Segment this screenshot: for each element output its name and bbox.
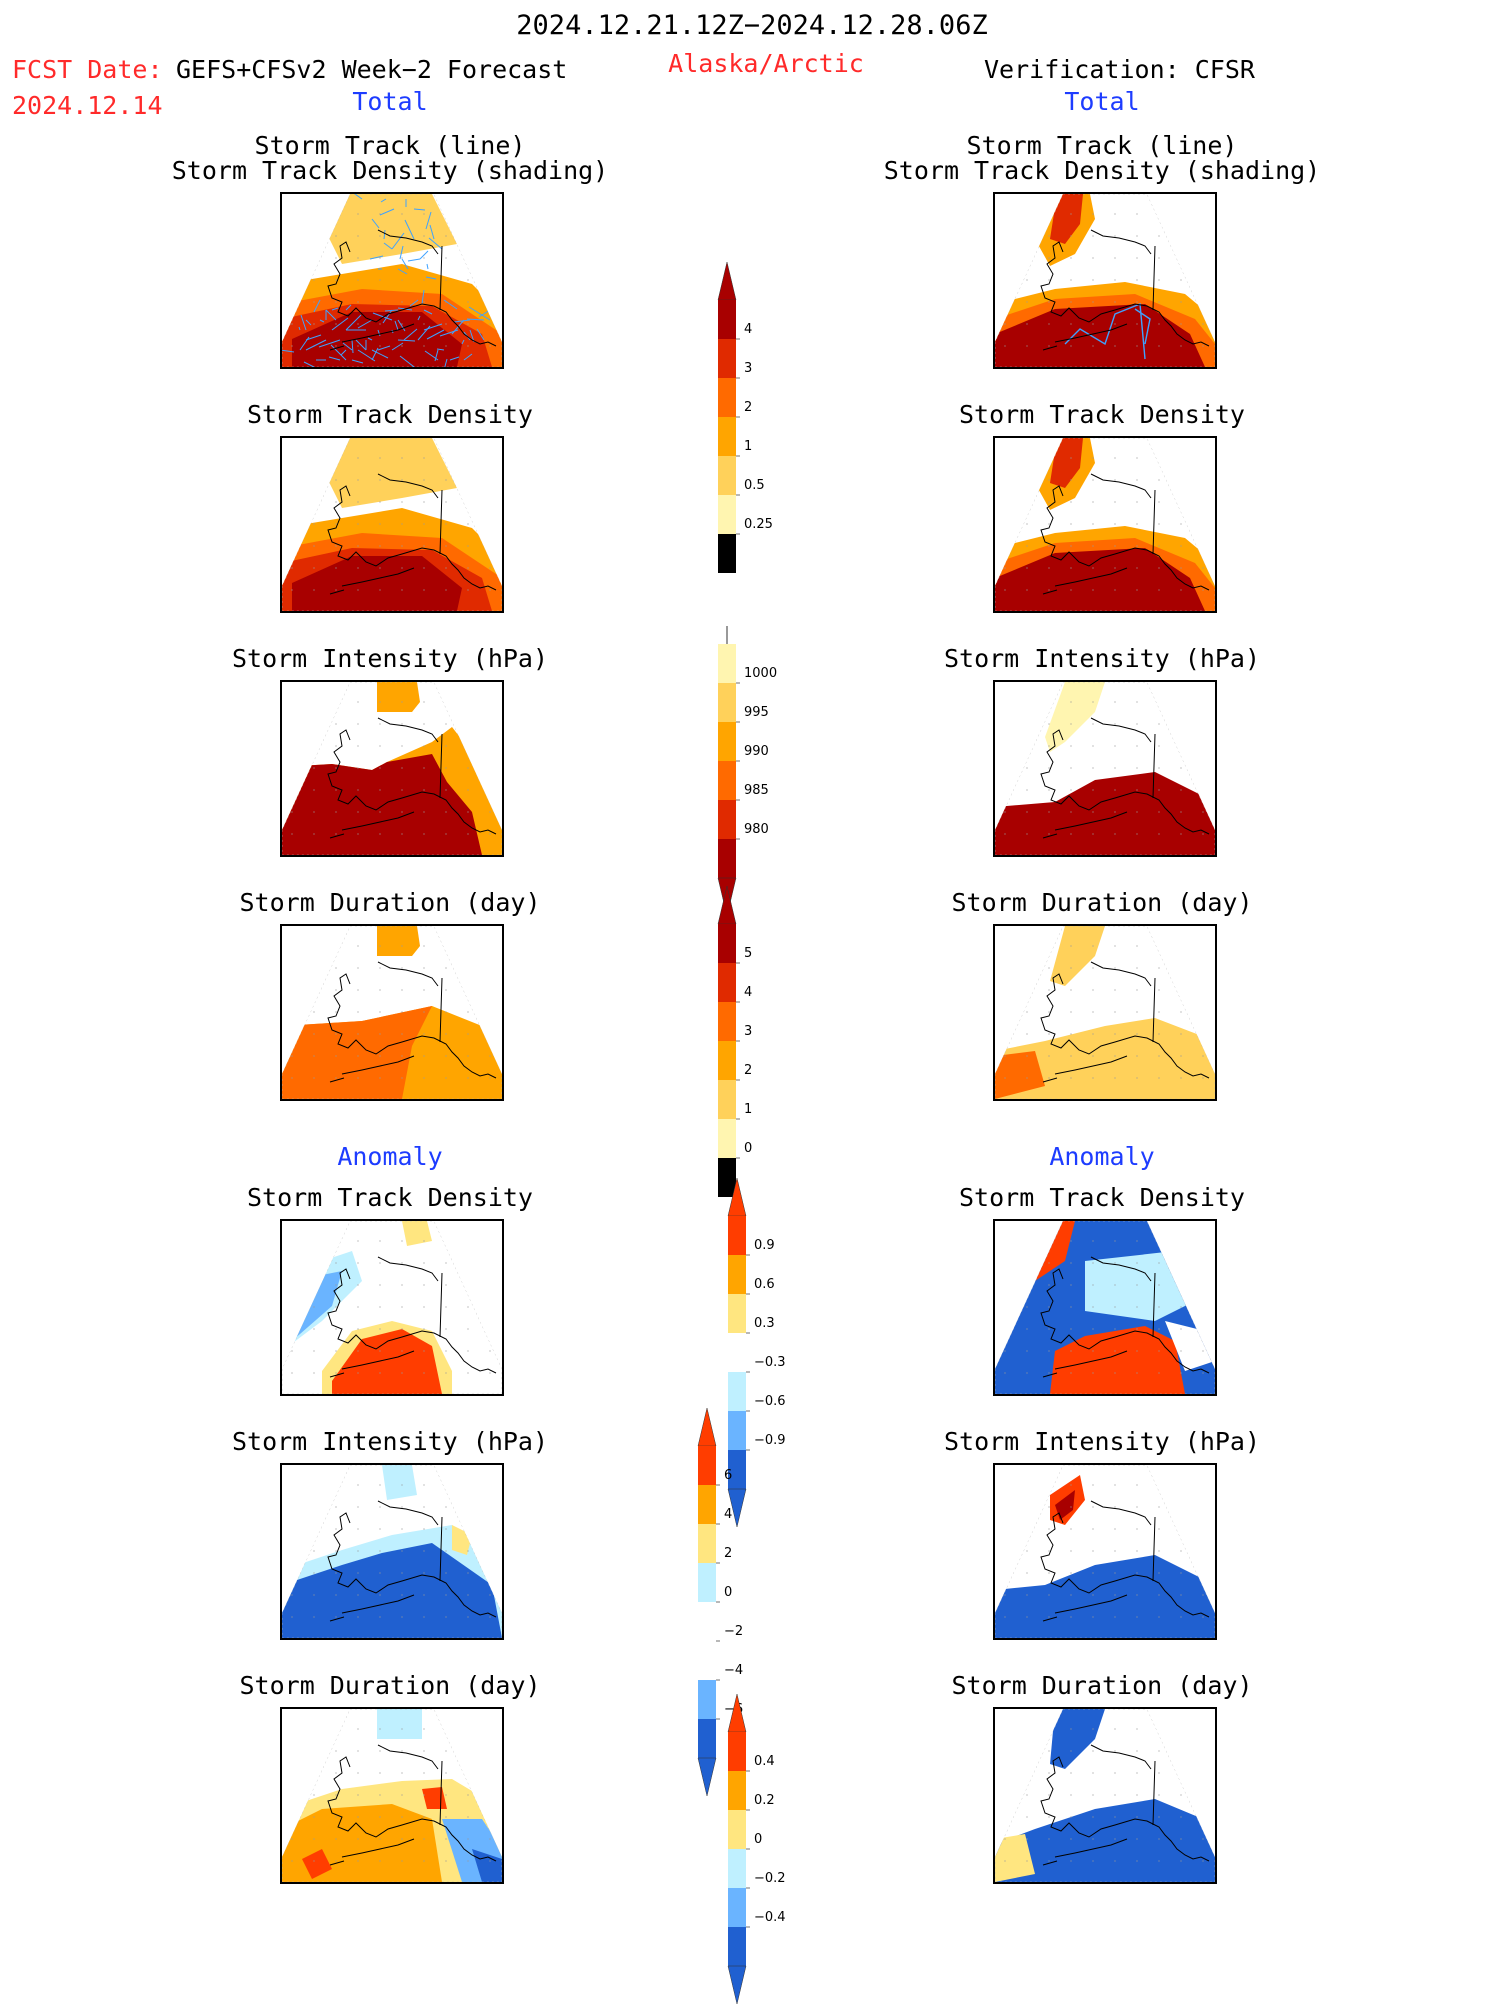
colorbar-tick-label: 3 <box>744 1024 752 1039</box>
colorbar-tick-label: −0.3 <box>754 1355 786 1370</box>
map-duration-forecast <box>280 924 504 1101</box>
title-intensity-right: Storm Intensity (hPa) <box>943 644 1261 673</box>
map-density-anom-forecast <box>280 1219 504 1396</box>
colorbar-tick-label: 4 <box>724 1507 732 1522</box>
colorbar-tick-label: 0.9 <box>754 1238 775 1253</box>
title-duration-left: Storm Duration (day) <box>239 888 541 917</box>
colorbar-tick-label: 3 <box>744 361 752 376</box>
colorbar-tick-label: 980 <box>744 822 769 837</box>
colorbar-tick-label: 985 <box>744 783 769 798</box>
map-density-forecast <box>280 436 504 613</box>
colorbar-tick-label: 0 <box>744 1141 752 1156</box>
colorbar-tick-label: 990 <box>744 744 769 759</box>
colorbar-tick-label: 4 <box>744 985 752 1000</box>
map-duration-anom-forecast <box>280 1707 504 1884</box>
fcst-model: GEFS+CFSv2 Week−2 Forecast <box>176 55 568 84</box>
colorbar-tick-label: 4 <box>744 322 752 337</box>
title-duration-anom-left: Storm Duration (day) <box>239 1671 541 1700</box>
section-anomaly-right: Anomaly <box>1049 1142 1155 1171</box>
map-density-anom-verification <box>993 1219 1217 1396</box>
colorbar-tick-label: 0.3 <box>754 1316 775 1331</box>
colorbar-tick-label: 2 <box>744 400 752 415</box>
map-duration-verification <box>993 924 1217 1101</box>
colorbar-tick-label: 0.5 <box>744 478 765 493</box>
map-density-verification <box>993 436 1217 613</box>
colorbar-tick-label: 5 <box>744 946 752 961</box>
date-range-title: 2024.12.21.12Z−2024.12.28.06Z <box>516 10 988 41</box>
colorbar-density-total: 4 3 2 1 0.5 0.25 <box>717 261 788 577</box>
title-track-line-right: Storm Track (line) <box>966 131 1238 160</box>
colorbar-tick-label: −4 <box>724 1663 743 1678</box>
title-intensity-anom-left: Storm Intensity (hPa) <box>231 1427 549 1456</box>
colorbar-tick-label: 0.6 <box>754 1277 775 1292</box>
colorbar-tick-label: 1 <box>744 1102 752 1117</box>
section-anomaly-left: Anomaly <box>337 1142 443 1171</box>
map-duration-anom-verification <box>993 1707 1217 1884</box>
title-density-anom-right: Storm Track Density <box>959 1183 1245 1212</box>
map-track-forecast <box>280 192 504 369</box>
colorbar-tick-label: 0 <box>724 1585 732 1600</box>
colorbar-tick-label: 0.4 <box>754 1754 775 1769</box>
title-track-shading-right: Storm Track Density (shading) <box>883 156 1321 185</box>
title-track-shading-left: Storm Track Density (shading) <box>171 156 609 185</box>
section-total-right: Total <box>1064 87 1140 116</box>
colorbar-tick-label: 1 <box>744 439 752 454</box>
region-label: Alaska/Arctic <box>668 49 864 78</box>
title-intensity-left: Storm Intensity (hPa) <box>231 644 549 673</box>
colorbar-tick-label: 0.2 <box>754 1793 775 1808</box>
title-duration-anom-right: Storm Duration (day) <box>951 1671 1253 1700</box>
colorbar-tick-label: 1000 <box>744 666 777 681</box>
map-intensity-forecast <box>280 680 504 857</box>
colorbar-tick-label: −0.2 <box>754 1871 786 1886</box>
colorbar-tick-label: −0.9 <box>754 1433 786 1448</box>
section-total-left: Total <box>352 87 428 116</box>
colorbar-tick-label: 2 <box>744 1063 752 1078</box>
title-intensity-anom-right: Storm Intensity (hPa) <box>943 1427 1261 1456</box>
colorbar-tick-label: 2 <box>724 1546 732 1561</box>
fcst-date-label: FCST Date: <box>12 55 163 84</box>
colorbar-tick-label: 0 <box>754 1832 762 1847</box>
title-density-anom-left: Storm Track Density <box>247 1183 533 1212</box>
title-density-left: Storm Track Density <box>247 400 533 429</box>
colorbar-intensity-total: 1000 995 990 985 980 <box>717 626 788 920</box>
map-intensity-anom-verification <box>993 1463 1217 1640</box>
verification-label: Verification: CFSR <box>984 55 1255 84</box>
map-intensity-anom-forecast <box>280 1463 504 1640</box>
colorbar-duration-total: 5 4 3 2 1 0 <box>717 885 788 1201</box>
title-track-line-left: Storm Track (line) <box>254 131 526 160</box>
title-duration-right: Storm Duration (day) <box>951 888 1253 917</box>
colorbar-density-anom: 0.9 0.6 0.3 −0.3 −0.6 −0.9 <box>727 1177 798 1531</box>
colorbar-duration-anom: 0.4 0.2 0 −0.2 −0.4 <box>727 1693 798 2008</box>
map-intensity-verification <box>993 680 1217 857</box>
colorbar-tick-label: −2 <box>724 1624 743 1639</box>
map-track-verification <box>993 192 1217 369</box>
colorbar-tick-label: 0.25 <box>744 517 773 532</box>
colorbar-tick-label: −0.4 <box>754 1910 786 1925</box>
title-density-right: Storm Track Density <box>959 400 1245 429</box>
colorbar-tick-label: 6 <box>724 1468 732 1483</box>
colorbar-tick-label: −0.6 <box>754 1394 786 1409</box>
fcst-date-value: 2024.12.14 <box>12 91 163 120</box>
colorbar-tick-label: 995 <box>744 705 769 720</box>
